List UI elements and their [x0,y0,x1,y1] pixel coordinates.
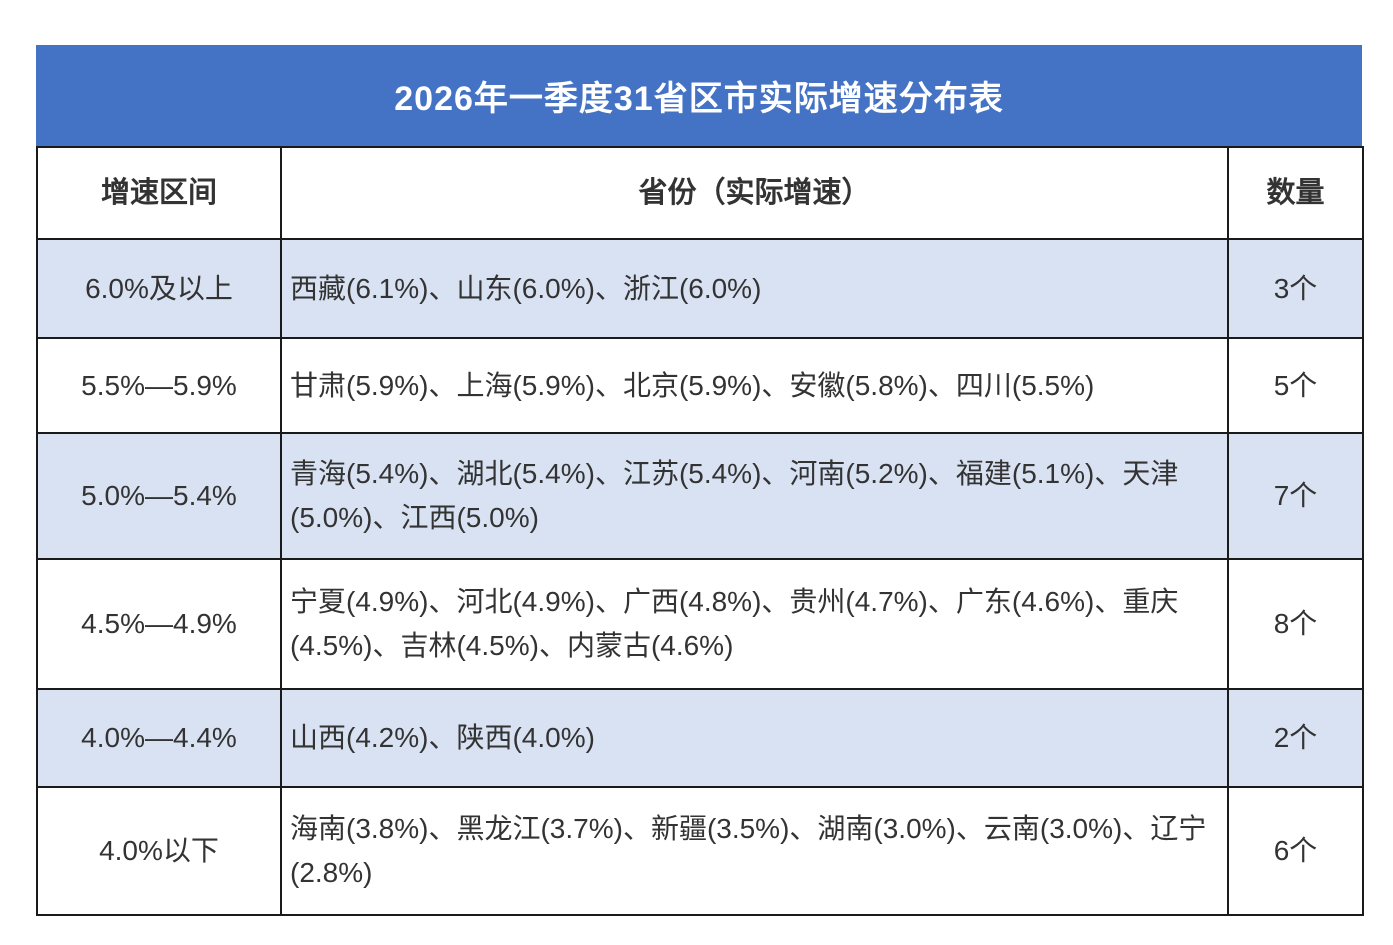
table-row: 4.0%—4.4% 山西(4.2%)、陕西(4.0%) 2个 [36,688,1364,788]
count-cell: 6个 [1227,786,1364,916]
growth-distribution-table: 2026年一季度31省区市实际增速分布表 增速区间 省份（实际增速） 数量 6.… [36,45,1364,916]
provinces-cell: 青海(5.4%)、湖北(5.4%)、江苏(5.4%)、河南(5.2%)、福建(5… [280,432,1229,560]
distribution-table: 增速区间 省份（实际增速） 数量 6.0%及以上 西藏(6.1%)、山东(6.0… [36,146,1364,916]
interval-cell: 5.0%—5.4% [36,432,282,560]
column-header-interval: 增速区间 [36,146,282,240]
count-cell: 5个 [1227,337,1364,434]
interval-cell: 4.0%以下 [36,786,282,916]
count-cell: 2个 [1227,688,1364,788]
provinces-cell: 宁夏(4.9%)、河北(4.9%)、广西(4.8%)、贵州(4.7%)、广东(4… [280,558,1229,690]
provinces-cell: 甘肃(5.9%)、上海(5.9%)、北京(5.9%)、安徽(5.8%)、四川(5… [280,337,1229,434]
count-cell: 7个 [1227,432,1364,560]
column-header-provinces: 省份（实际增速） [280,146,1229,240]
interval-cell: 4.5%—4.9% [36,558,282,690]
interval-cell: 4.0%—4.4% [36,688,282,788]
count-cell: 3个 [1227,238,1364,339]
interval-cell: 5.5%—5.9% [36,337,282,434]
table-title-bar: 2026年一季度31省区市实际增速分布表 [36,45,1362,146]
interval-cell: 6.0%及以上 [36,238,282,339]
table-row: 4.5%—4.9% 宁夏(4.9%)、河北(4.9%)、广西(4.8%)、贵州(… [36,558,1364,690]
table-row: 4.0%以下 海南(3.8%)、黑龙江(3.7%)、新疆(3.5%)、湖南(3.… [36,786,1364,916]
table-row: 5.0%—5.4% 青海(5.4%)、湖北(5.4%)、江苏(5.4%)、河南(… [36,432,1364,560]
count-cell: 8个 [1227,558,1364,690]
table-title: 2026年一季度31省区市实际增速分布表 [394,80,1004,118]
provinces-cell: 西藏(6.1%)、山东(6.0%)、浙江(6.0%) [280,238,1229,339]
provinces-cell: 海南(3.8%)、黑龙江(3.7%)、新疆(3.5%)、湖南(3.0%)、云南(… [280,786,1229,916]
header-row: 增速区间 省份（实际增速） 数量 [36,146,1364,240]
provinces-cell: 山西(4.2%)、陕西(4.0%) [280,688,1229,788]
column-header-count: 数量 [1227,146,1364,240]
table-row: 5.5%—5.9% 甘肃(5.9%)、上海(5.9%)、北京(5.9%)、安徽(… [36,337,1364,434]
table-row: 6.0%及以上 西藏(6.1%)、山东(6.0%)、浙江(6.0%) 3个 [36,238,1364,339]
